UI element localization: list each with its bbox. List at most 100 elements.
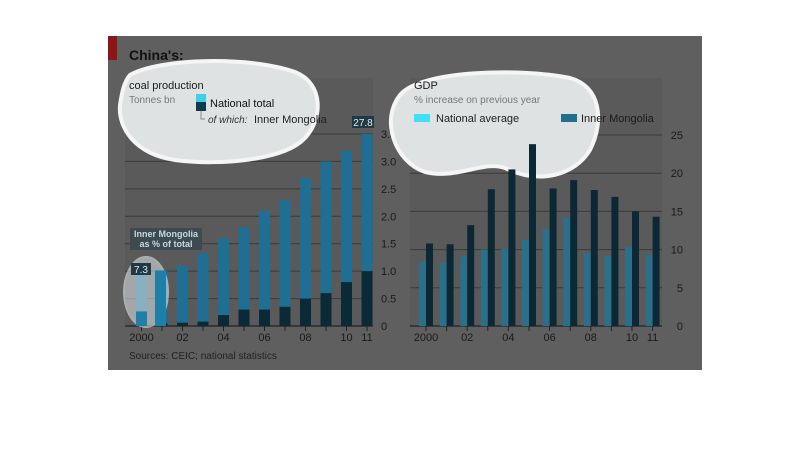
gdp-chart-title: GDP (414, 80, 438, 92)
coal-bar-national (197, 253, 209, 326)
coal-x-tick-label: 06 (258, 332, 270, 344)
coal-bar-national (259, 210, 270, 326)
source-note: Sources: CEIC; national statistics (129, 351, 277, 362)
coal-bar-inner-mongolia (259, 309, 270, 326)
gdp-x-tick-label: 10 (626, 332, 638, 344)
inset-title-line2: as % of total (139, 239, 192, 249)
coal-bar-inner-mongolia (238, 309, 250, 326)
coal-y-tick-label: 3.0 (381, 156, 396, 168)
gdp-bar-national (439, 262, 447, 326)
coal-bar-inner-mongolia (300, 298, 311, 326)
gdp-legend-swatch-national (414, 114, 430, 122)
gdp-bar-inner-mongolia (611, 196, 619, 326)
gdp-x-tick-label: 11 (647, 332, 658, 344)
coal-highlight-blob (117, 59, 320, 165)
gdp-y-tick-label: 0 (677, 321, 683, 333)
gdp-bar-national (460, 256, 468, 326)
coal-y-tick-label: 1.0 (381, 266, 396, 278)
gdp-bar-national (645, 254, 653, 326)
coal-legend-inner-mongolia: Inner Mongolia (254, 114, 328, 126)
coal-bar-inner-mongolia (361, 271, 373, 326)
gdp-bar-inner-mongolia (467, 225, 475, 326)
coal-legend-national: National total (210, 98, 274, 110)
gdp-highlight-blob (389, 70, 601, 179)
gdp-legend-inner-mongolia: Inner Mongolia (581, 113, 655, 125)
gdp-bar-inner-mongolia (570, 180, 578, 326)
coal-legend-connector (200, 111, 205, 120)
gdp-bar-national (604, 255, 612, 326)
coal-bar-inner-mongolia (341, 282, 352, 326)
gdp-bar-national (522, 239, 529, 326)
inset-bar (155, 270, 166, 326)
coal-x-tick-label: 10 (340, 332, 352, 344)
inset-value-box (131, 263, 151, 275)
coal-bar-national (238, 227, 250, 326)
coal-bar-national (341, 150, 352, 326)
coal-x-tick-label: 02 (176, 332, 188, 344)
gdp-y-tick-label: 5 (677, 283, 683, 295)
coal-legend-of-which: of which: (208, 115, 248, 126)
inset-value: 7.3 (134, 265, 148, 276)
gdp-x-tick-label: 02 (461, 332, 473, 344)
gdp-y-unit: % increase on previous year (414, 95, 541, 106)
coal-bar-national (320, 161, 332, 326)
coal-y-tick-label: 0 (381, 321, 387, 333)
coal-y-unit: Tonnes bn (129, 95, 175, 106)
gdp-y-tick-label: 15 (671, 206, 683, 218)
gdp-legend-national: National average (436, 113, 519, 125)
coal-bar-national (300, 177, 311, 326)
coal-y-tick-label: 0.5 (381, 294, 396, 306)
inset-title-box (130, 228, 202, 250)
gdp-legend-swatch-inner (561, 114, 577, 122)
inset-title-line1: Inner Mongolia (134, 229, 199, 239)
gdp-bar-national (480, 249, 488, 326)
coal-end-value: 27.8 (353, 118, 373, 129)
coal-bar-national (361, 134, 373, 326)
gdp-y-tick-label: 25 (671, 130, 683, 142)
gdp-x-tick-label: 08 (585, 332, 597, 344)
gdp-bar-inner-mongolia (632, 211, 639, 326)
coal-bar-national (177, 265, 188, 326)
coal-end-value-box (352, 116, 374, 128)
gdp-bar-inner-mongolia (426, 243, 433, 326)
gdp-x-tick-label: 06 (543, 332, 555, 344)
gdp-bar-national (563, 217, 571, 326)
coal-y-tick-label: 1.5 (381, 239, 396, 251)
gdp-bar-inner-mongolia (446, 244, 454, 326)
gdp-bar-national (583, 252, 591, 326)
gdp-bar-national (419, 261, 426, 326)
coal-x-tick-label: 2000 (129, 332, 153, 344)
coal-bar-inner-mongolia (320, 293, 332, 326)
coal-y-tick-label: 2.5 (381, 184, 396, 196)
gdp-bar-inner-mongolia (508, 169, 516, 326)
gdp-x-tick-label: 2000 (414, 332, 438, 344)
inset-bar (136, 311, 147, 326)
gdp-bar-national (501, 248, 509, 326)
coal-bar-inner-mongolia (218, 315, 229, 326)
coal-x-tick-label: 04 (217, 332, 229, 344)
coal-legend-swatch-national (196, 94, 206, 102)
gdp-bar-inner-mongolia (529, 144, 536, 326)
gdp-bar-inner-mongolia (652, 216, 660, 326)
gdp-bar-inner-mongolia (549, 188, 557, 326)
coal-bar-national (279, 199, 291, 326)
gdp-y-tick-label: 10 (671, 245, 683, 257)
figure-title: China's: (129, 47, 184, 63)
coal-x-tick-label: 08 (299, 332, 311, 344)
gdp-x-tick-label: 04 (502, 332, 514, 344)
coal-x-tick-label: 11 (361, 332, 372, 344)
coal-bar-inner-mongolia (197, 321, 209, 326)
brand-tab (108, 36, 117, 60)
gdp-bar-national (625, 246, 632, 326)
gdp-bar-inner-mongolia (590, 190, 598, 326)
coal-chart-title: coal production (129, 80, 204, 92)
gdp-y-tick-label: 20 (671, 168, 683, 180)
coal-y-tick-label: 2.0 (381, 211, 396, 223)
coal-bar-inner-mongolia (177, 322, 188, 326)
gdp-bar-inner-mongolia (487, 189, 495, 326)
gdp-bar-national (542, 228, 550, 326)
coal-bar-inner-mongolia (279, 306, 291, 326)
coal-legend-swatch-inner (196, 102, 206, 111)
coal-bar-national (218, 238, 229, 326)
